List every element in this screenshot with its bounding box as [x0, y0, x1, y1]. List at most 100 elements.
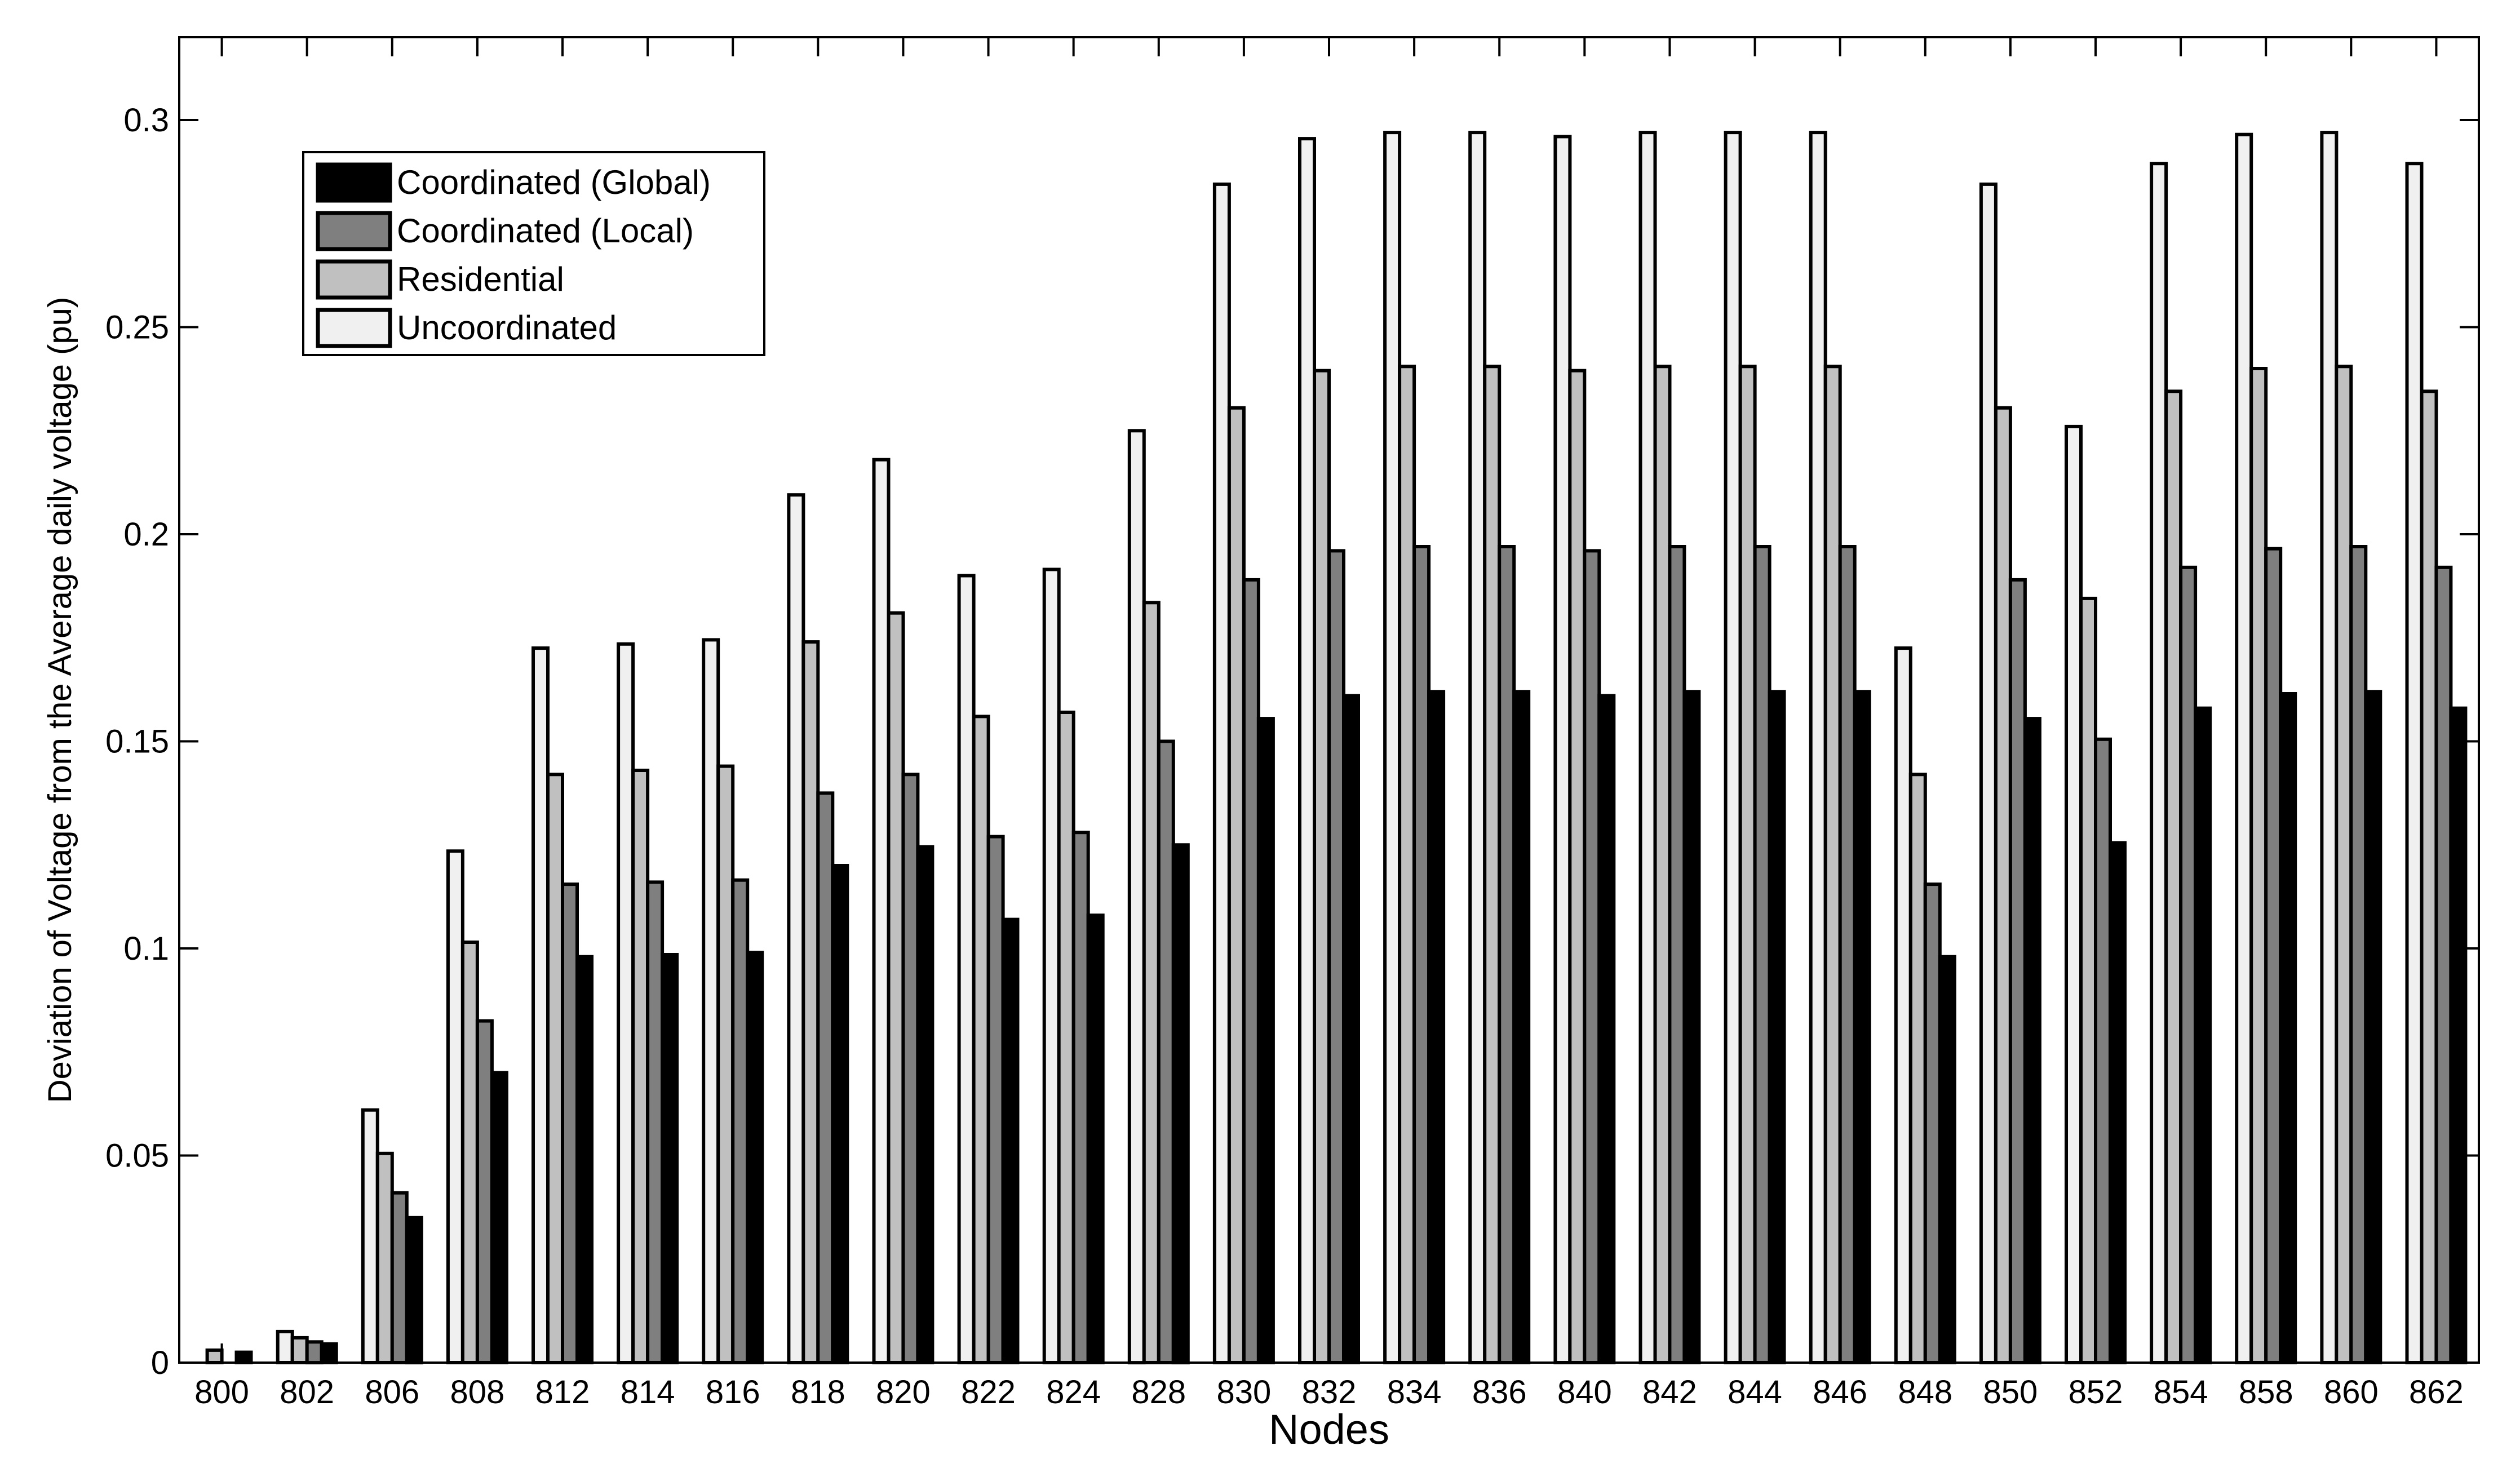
bar-816-uncoordinated: [702, 638, 720, 1364]
y-axis-label: Deviation of Voltage from the Average da…: [42, 297, 78, 1103]
bar-862-coordinated-global: [2449, 706, 2468, 1364]
x-tick-label: 828: [1131, 1374, 1186, 1411]
bar-818-uncoordinated: [787, 493, 805, 1365]
bar-862-uncoordinated: [2405, 162, 2424, 1365]
bar-808-coordinated-global: [490, 1071, 508, 1364]
bar-828-residential: [1142, 601, 1161, 1364]
bar-820-uncoordinated: [872, 458, 891, 1365]
bar-842-coordinated-global: [1682, 690, 1701, 1364]
bar-808-coordinated-local: [475, 1019, 494, 1364]
x-tick-label: 848: [1898, 1374, 1952, 1411]
bar-844-coordinated-global: [1768, 690, 1786, 1364]
x-axis-label: Nodes: [1269, 1406, 1389, 1453]
bar-846-residential: [1823, 365, 1842, 1364]
bar-824-uncoordinated: [1042, 567, 1061, 1364]
bar-854-uncoordinated: [2150, 162, 2168, 1365]
bar-802-residential: [290, 1336, 309, 1364]
x-tick-label: 846: [1813, 1374, 1867, 1411]
bar-862-residential: [2420, 389, 2438, 1364]
y-tick-label: 0.1: [123, 930, 169, 967]
bar-800-coordinated-global: [234, 1350, 253, 1365]
bar-840-residential: [1568, 369, 1587, 1365]
y-tick-label: 0.2: [123, 516, 169, 553]
bar-814-residential: [631, 769, 650, 1364]
bar-806-uncoordinated: [361, 1108, 379, 1364]
bar-802-coordinated-global: [320, 1342, 338, 1364]
bar-822-residential: [972, 715, 990, 1364]
bar-852-residential: [2079, 596, 2097, 1364]
x-tick-label: 824: [1046, 1374, 1101, 1411]
bar-850-coordinated-local: [2008, 578, 2027, 1364]
bar-840-uncoordinated: [1553, 135, 1572, 1365]
bar-834-coordinated-local: [1412, 545, 1431, 1364]
bar-820-coordinated-local: [901, 773, 920, 1364]
bar-824-coordinated-local: [1071, 831, 1090, 1364]
bar-816-coordinated-local: [731, 878, 750, 1364]
bar-828-uncoordinated: [1127, 429, 1146, 1365]
bar-860-coordinated-global: [2364, 690, 2382, 1364]
x-tick-label: 836: [1472, 1374, 1527, 1411]
bar-852-uncoordinated: [2065, 424, 2083, 1364]
x-tick-label: 816: [706, 1374, 760, 1411]
x-tick-label: 832: [1302, 1374, 1357, 1411]
bar-812-residential: [546, 773, 564, 1364]
bar-844-uncoordinated: [1724, 131, 1742, 1364]
x-tick-label: 808: [450, 1374, 504, 1411]
y-tick-label: 0.3: [123, 102, 169, 139]
bar-814-coordinated-global: [661, 953, 679, 1364]
bar-800-residential: [205, 1348, 224, 1364]
bar-824-residential: [1057, 711, 1075, 1364]
bar-850-uncoordinated: [1979, 182, 1998, 1365]
bar-830-coordinated-local: [1242, 578, 1260, 1364]
bar-842-coordinated-local: [1668, 545, 1686, 1364]
bar-842-uncoordinated: [1638, 131, 1657, 1364]
x-tick-label: 830: [1216, 1374, 1271, 1411]
bar-846-coordinated-local: [1838, 545, 1857, 1364]
x-tick-label: 842: [1642, 1374, 1697, 1411]
bar-858-coordinated-local: [2264, 547, 2283, 1365]
bar-854-coordinated-local: [2179, 565, 2198, 1364]
x-tick-label: 844: [1728, 1374, 1782, 1411]
y-tick-label: 0: [151, 1345, 169, 1381]
bar-834-coordinated-global: [1427, 690, 1446, 1364]
bar-806-coordinated-local: [390, 1191, 409, 1364]
bar-854-coordinated-global: [2194, 706, 2212, 1364]
bar-848-coordinated-local: [1923, 882, 1942, 1364]
bar-812-coordinated-global: [575, 955, 594, 1364]
bar-808-uncoordinated: [446, 849, 464, 1365]
bar-824-coordinated-global: [1086, 913, 1105, 1364]
bar-848-uncoordinated: [1894, 646, 1912, 1364]
bar-828-coordinated-global: [1171, 843, 1190, 1365]
bar-828-coordinated-local: [1157, 739, 1175, 1364]
bar-820-coordinated-global: [916, 845, 935, 1364]
bar-836-coordinated-global: [1512, 690, 1531, 1364]
bar-860-coordinated-local: [2349, 545, 2368, 1364]
bar-834-uncoordinated: [1383, 131, 1402, 1364]
bar-852-coordinated-local: [2094, 737, 2112, 1364]
bar-814-uncoordinated: [617, 642, 635, 1364]
bar-848-coordinated-global: [1938, 955, 1956, 1364]
x-tick-label: 820: [876, 1374, 931, 1411]
legend-swatch: [316, 211, 392, 251]
bar-820-residential: [887, 611, 905, 1364]
bar-860-residential: [2335, 365, 2353, 1364]
bar-812-uncoordinated: [532, 646, 550, 1364]
bar-836-coordinated-local: [1498, 545, 1516, 1364]
bar-802-coordinated-local: [305, 1340, 324, 1365]
bar-862-coordinated-local: [2434, 565, 2453, 1364]
axes-layer: 0 0.05 0.1 0.15 0.2 0.25 0.3 800 802 806 808 812 814…: [105, 36, 2480, 1411]
bar-848-residential: [1908, 773, 1927, 1364]
bar-818-coordinated-local: [816, 791, 835, 1364]
x-tick-label: 812: [535, 1374, 590, 1411]
bar-844-coordinated-local: [1753, 545, 1771, 1364]
x-tick-label: 834: [1387, 1374, 1442, 1411]
bar-836-residential: [1483, 365, 1502, 1364]
bar-806-coordinated-global: [405, 1216, 423, 1365]
y-tick-label: 0.15: [105, 724, 169, 760]
legend-label: Uncoordinated: [397, 309, 617, 347]
legend-swatch: [316, 259, 392, 300]
bar-846-coordinated-global: [1853, 690, 1871, 1364]
x-tick-label: 860: [2324, 1374, 2379, 1411]
